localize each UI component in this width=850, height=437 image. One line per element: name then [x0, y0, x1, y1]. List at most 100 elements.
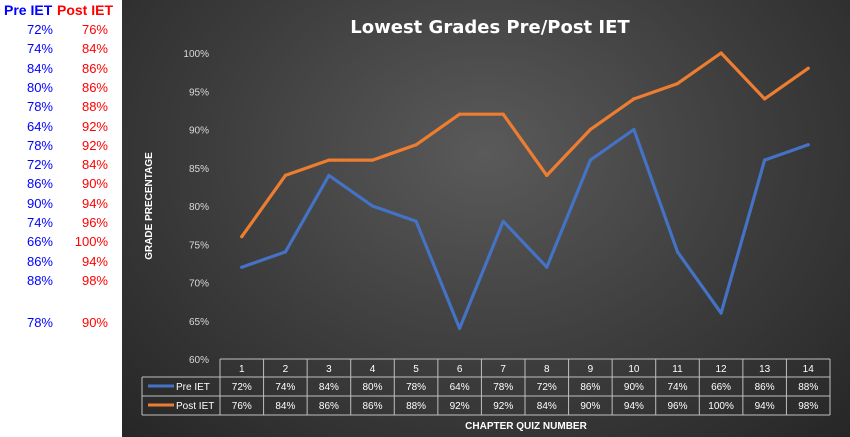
table-value: 78% [406, 382, 426, 393]
table-value: 90% [580, 401, 600, 412]
table-value: 86% [580, 382, 600, 393]
y-tick-label: 90% [189, 126, 209, 137]
x-category-label: 6 [457, 364, 463, 375]
table-value: 100% [708, 401, 734, 412]
data-point-pre [763, 158, 767, 162]
x-category-label: 9 [588, 364, 594, 375]
table-value: 80% [362, 382, 382, 393]
side-pre-value: 64% [26, 118, 53, 134]
table-value: 64% [450, 382, 470, 393]
x-category-label: 8 [544, 364, 550, 375]
table-value: 84% [319, 382, 339, 393]
side-pre-value: 74% [26, 41, 53, 57]
chart-title: Lowest Grades Pre/Post IET [350, 17, 630, 38]
side-post-value: 96% [81, 215, 108, 230]
chart-panel: Lowest Grades Pre/Post IET 60% 65% 70% 75% 80… [122, 0, 850, 437]
side-pre-value: 86% [26, 253, 53, 269]
table-value: 86% [362, 401, 382, 412]
side-pre-value: 72% [26, 22, 53, 37]
side-post-value: 90% [81, 176, 108, 192]
y-tick-label: 100% [183, 49, 209, 60]
data-point-pre [240, 265, 244, 269]
side-pre-value: 78% [26, 137, 53, 153]
table-value: 84% [537, 401, 557, 412]
side-pre-value: 72% [26, 157, 53, 173]
data-point-post [719, 51, 723, 55]
series-line-pre-iet [240, 127, 810, 330]
data-point-pre [414, 219, 418, 223]
side-pre-value: 80% [26, 79, 53, 95]
data-point-pre [675, 250, 680, 254]
table-value: 92% [493, 401, 513, 412]
table-value: 92% [450, 401, 470, 412]
series-line-post-iet [240, 51, 810, 239]
x-category-label: 13 [759, 364, 771, 375]
table-value: 74% [275, 382, 295, 393]
y-tick-label: 75% [189, 240, 209, 251]
y-tick-label: 80% [189, 202, 209, 213]
side-pre-value: 66% [26, 234, 53, 250]
table-value: 88% [406, 401, 426, 412]
side-pre-value: 88% [26, 272, 53, 288]
table-value: 86% [755, 382, 775, 393]
data-point-pre [501, 219, 505, 223]
data-point-post [283, 173, 287, 177]
side-post-value: 94% [81, 195, 108, 211]
data-point-post [806, 66, 810, 70]
side-post-value: 88% [81, 99, 108, 115]
data-point-post [327, 158, 331, 162]
data-point-post [414, 143, 418, 147]
side-average-pre: 78% [26, 314, 53, 330]
side-average-post: 90% [81, 314, 108, 330]
x-category-label: 1 [239, 364, 245, 375]
table-value: 72% [232, 382, 252, 393]
side-pre-value: 78% [26, 99, 53, 115]
side-post-value: 92% [81, 137, 108, 153]
y-tick-label: 60% [189, 355, 209, 366]
data-point-post [588, 127, 592, 132]
x-category-label: 10 [628, 364, 640, 375]
data-point-post [370, 158, 375, 162]
table-value: 66% [711, 382, 731, 393]
table-value: 84% [275, 401, 295, 412]
table-value: 76% [232, 401, 252, 412]
side-post-value: 76% [81, 22, 108, 37]
side-post-value: 86% [81, 60, 108, 76]
side-pre-value: 84% [26, 60, 53, 76]
table-value: 88% [798, 382, 818, 393]
side-header-pre: Pre IET [4, 2, 53, 18]
x-category-label: 7 [500, 364, 506, 375]
table-value: 78% [493, 382, 513, 393]
x-category-label: 12 [716, 364, 728, 375]
side-pre-value: 74% [26, 215, 53, 230]
x-category-label: 3 [326, 364, 332, 375]
x-category-label: 5 [413, 364, 419, 375]
data-point-pre [806, 143, 810, 147]
data-point-pre [370, 204, 375, 208]
side-post-value: 98% [81, 272, 108, 288]
table-value: 98% [798, 401, 818, 412]
side-post-value: 94% [81, 253, 108, 269]
table-value: 74% [667, 382, 687, 393]
y-tick-label: 95% [189, 87, 209, 98]
data-point-post [545, 173, 549, 177]
data-point-post [240, 235, 244, 239]
data-point-post [458, 112, 462, 116]
table-value: 94% [624, 401, 644, 412]
side-pre-value: 90% [26, 195, 53, 211]
data-point-pre [545, 265, 549, 269]
data-point-pre [632, 127, 636, 132]
x-category-label: 2 [283, 364, 289, 375]
data-point-pre [458, 326, 462, 330]
side-table: Pre IET Post IET 72% 76% 74% 84% 84% 86% 80% 86… [0, 0, 122, 437]
legend-label: Pre IET [176, 382, 210, 393]
table-value: 72% [537, 382, 557, 393]
side-post-value: 86% [81, 79, 108, 95]
data-point-post [675, 82, 680, 86]
x-category-label: 14 [803, 364, 815, 375]
data-point-pre [283, 250, 287, 254]
x-axis-title: CHAPTER QUIZ NUMBER [465, 421, 587, 432]
side-post-value: 84% [81, 157, 108, 173]
data-point-post [632, 97, 636, 101]
x-category-label: 11 [672, 364, 683, 375]
